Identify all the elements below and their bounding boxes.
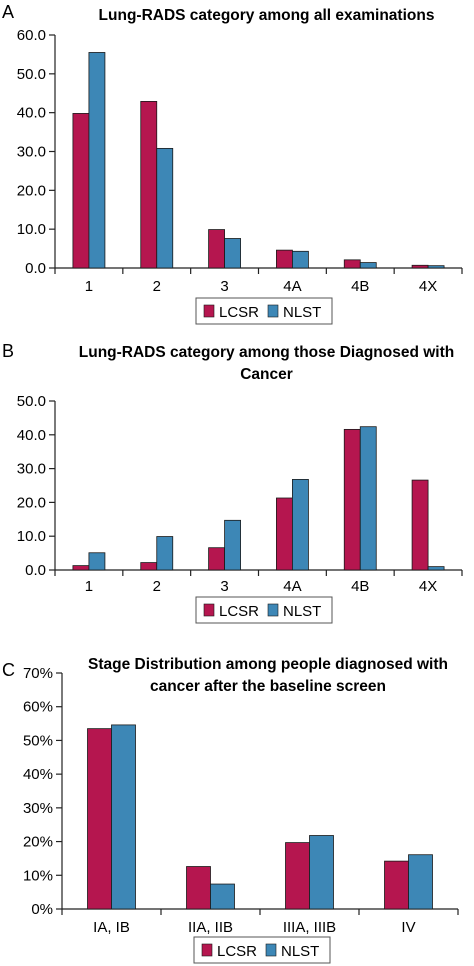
x-tick-label: 3 bbox=[220, 278, 228, 295]
x-tick-label: 1 bbox=[85, 578, 93, 595]
legend-swatch-nlst bbox=[267, 603, 279, 617]
legend-swatch-lcsr bbox=[203, 304, 215, 318]
x-tick-label: 4B bbox=[351, 578, 369, 595]
bar-nlst bbox=[359, 426, 377, 571]
bar-lcsr bbox=[276, 249, 293, 269]
y-tick-label: 70% bbox=[23, 665, 53, 682]
legend-swatch-nlst bbox=[265, 943, 277, 957]
x-tick-label: IV bbox=[401, 919, 415, 936]
y-tick-label: 60.0 bbox=[17, 27, 46, 44]
bar-nlst bbox=[111, 724, 136, 910]
legend-swatch-lcsr bbox=[203, 603, 215, 617]
x-tick-label: IA, IB bbox=[93, 919, 130, 936]
y-tick-label: 0% bbox=[31, 901, 53, 918]
y-tick-label: 40.0 bbox=[17, 427, 46, 444]
chart-title-line: Lung-RADS category among all examination… bbox=[99, 7, 435, 24]
y-tick-label: 50% bbox=[23, 732, 53, 749]
bar-nlst bbox=[224, 238, 241, 269]
y-tick-label: 30.0 bbox=[17, 461, 46, 478]
legend-label-lcsr: LCSR bbox=[219, 603, 259, 620]
legend-swatch-lcsr bbox=[201, 943, 213, 957]
legend-swatch-nlst bbox=[267, 304, 279, 318]
bar-lcsr bbox=[140, 101, 158, 269]
bar-lcsr bbox=[72, 565, 90, 571]
y-tick-label: 20.0 bbox=[17, 494, 46, 511]
chart-title-line: Stage Distribution among people diagnose… bbox=[88, 656, 448, 673]
bar-nlst bbox=[88, 52, 106, 269]
legend-label-nlst: NLST bbox=[283, 603, 321, 620]
panel-c-chart: C Stage Distribution among people diagnos… bbox=[2, 656, 459, 964]
x-tick-label: 4A bbox=[283, 578, 301, 595]
bar-lcsr bbox=[285, 842, 310, 910]
y-tick-label: 20.0 bbox=[17, 182, 46, 199]
legend-label-lcsr: LCSR bbox=[219, 304, 259, 321]
y-tick-label: 0.0 bbox=[25, 562, 46, 579]
y-tick-label: 30% bbox=[23, 800, 53, 817]
bar-nlst bbox=[292, 250, 309, 269]
y-tick-label: 10.0 bbox=[17, 528, 46, 545]
bar-nlst bbox=[88, 552, 106, 571]
x-tick-label: 4A bbox=[283, 278, 301, 295]
bar-lcsr bbox=[87, 728, 112, 910]
x-tick-label: IIA, IIB bbox=[188, 919, 233, 936]
chart-title-line: cancer after the baseline screen bbox=[150, 678, 386, 695]
x-tick-label: 3 bbox=[220, 578, 228, 595]
y-tick-label: 30.0 bbox=[17, 144, 46, 161]
chart-title-line: Cancer bbox=[240, 366, 293, 383]
x-tick-label: IIIA, IIIB bbox=[283, 919, 336, 936]
panel-letter: A bbox=[2, 2, 14, 22]
y-tick-label: 60% bbox=[23, 699, 53, 716]
x-tick-label: 1 bbox=[85, 278, 93, 295]
legend-box bbox=[193, 936, 331, 964]
bar-lcsr bbox=[343, 259, 361, 269]
bar-lcsr bbox=[384, 860, 409, 910]
bar-nlst bbox=[427, 566, 445, 571]
bar-nlst bbox=[292, 479, 309, 571]
y-tick-label: 10.0 bbox=[17, 221, 46, 238]
bar-nlst bbox=[408, 854, 433, 910]
x-tick-label: 4X bbox=[419, 578, 437, 595]
bar-lcsr bbox=[208, 547, 225, 571]
bar-lcsr bbox=[276, 497, 293, 571]
panel-letter: B bbox=[2, 341, 14, 361]
bar-nlst bbox=[309, 835, 334, 910]
panel-letter: C bbox=[2, 660, 15, 680]
bar-lcsr bbox=[72, 113, 90, 269]
y-tick-label: 20% bbox=[23, 834, 53, 851]
legend-label-nlst: NLST bbox=[283, 304, 321, 321]
y-tick-label: 50.0 bbox=[17, 393, 46, 410]
panel-a-chart: A Lung-RADS category among all examinatio… bbox=[2, 2, 463, 325]
y-tick-label: 0.0 bbox=[25, 260, 46, 277]
bar-nlst bbox=[359, 262, 377, 269]
panel-b-chart: B Lung-RADS category among those Diagnose… bbox=[2, 341, 463, 624]
bar-nlst bbox=[427, 265, 445, 269]
bar-lcsr bbox=[208, 229, 225, 269]
y-tick-label: 40% bbox=[23, 766, 53, 783]
bar-lcsr bbox=[186, 866, 211, 910]
bar-lcsr bbox=[140, 562, 158, 571]
bar-nlst bbox=[210, 883, 235, 910]
y-tick-label: 50.0 bbox=[17, 66, 46, 83]
bar-lcsr bbox=[343, 428, 361, 571]
legend-box bbox=[195, 596, 333, 624]
x-tick-label: 2 bbox=[153, 278, 161, 295]
x-tick-label: 4X bbox=[419, 278, 437, 295]
bar-nlst bbox=[156, 536, 174, 571]
x-tick-label: 4B bbox=[351, 278, 369, 295]
bar-lcsr bbox=[411, 264, 429, 269]
bar-nlst bbox=[224, 519, 241, 571]
legend-label-lcsr: LCSR bbox=[217, 943, 257, 960]
y-tick-label: 40.0 bbox=[17, 105, 46, 122]
y-tick-label: 10% bbox=[23, 867, 53, 884]
bar-lcsr bbox=[411, 479, 429, 571]
bar-nlst bbox=[156, 147, 174, 269]
legend-label-nlst: NLST bbox=[281, 943, 319, 960]
legend-box bbox=[195, 297, 333, 325]
x-tick-label: 2 bbox=[153, 578, 161, 595]
chart-title-line: Lung-RADS category among those Diagnosed… bbox=[79, 344, 454, 361]
